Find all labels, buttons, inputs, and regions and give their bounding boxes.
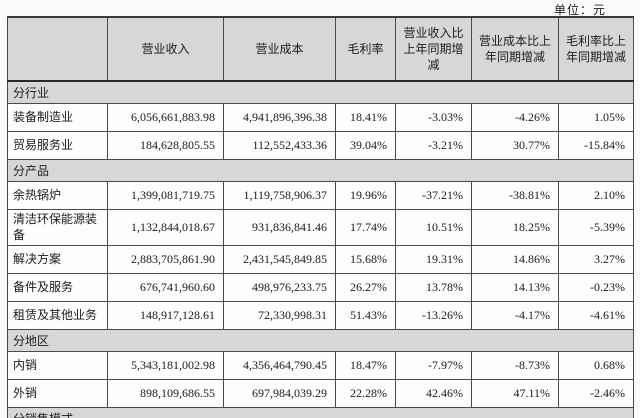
table-row: 装备制造业 6,056,661,883.98 4,941,896,396.38 18.… [7, 103, 634, 132]
table-row: 内销 5,343,181,002.98 4,356,464,790.45 18.47%… [7, 351, 634, 381]
value-cell: 51.43% [335, 301, 396, 331]
column-header: 毛利率比上年同期增减 [558, 16, 634, 82]
value-cell: 676,741,960.60 [107, 273, 224, 303]
table-row: 租赁及其他业务 148,917,128.61 72,330,998.31 51.43%… [7, 301, 634, 331]
row-label-cell: 外销 [7, 379, 108, 409]
value-cell: -0.23% [558, 273, 634, 303]
value-cell: 19.31% [395, 245, 472, 275]
value-cell: -2.46% [558, 379, 634, 409]
unit-label: 单位：元 [553, 3, 606, 17]
value-cell: -4.61% [558, 301, 634, 331]
value-cell: 15.68% [335, 245, 396, 275]
row-label-cell: 内销 [7, 351, 108, 381]
value-cell: 1,132,844,018.67 [107, 208, 224, 247]
value-cell: 697,984,039.29 [223, 379, 336, 409]
value-cell: 2.10% [558, 181, 634, 210]
value-cell: 18.47% [335, 351, 396, 381]
row-label-cell: 装备制造业 [7, 103, 108, 132]
value-cell: -38.81% [471, 181, 559, 210]
table-row: 余热锅炉 1,399,081,719.75 1,119,758,906.37 19.9… [7, 181, 634, 210]
value-cell: 1,119,758,906.37 [223, 181, 336, 210]
value-cell: 47.11% [471, 379, 559, 409]
value-cell: -5.39% [558, 208, 634, 247]
financial-report-table: 营业收入 营业成本 毛利率 营业收入比上年同期增减 营业成本比上年同期增减 毛利率比上年同… [7, 16, 634, 418]
table-row: 备件及服务 676,741,960.60 498,976,233.75 26.27% 1… [7, 273, 634, 303]
value-cell: -4.17% [471, 301, 559, 331]
value-cell: -7.97% [395, 351, 472, 381]
value-cell: -4.26% [471, 103, 559, 132]
table-row: 贸易服务业 184,628,805.55 112,552,433.36 39.04% -… [7, 131, 634, 160]
value-cell: 42.46% [395, 379, 472, 409]
row-label-column-header [7, 16, 108, 82]
row-label-cell: 解决方案 [7, 245, 108, 275]
value-cell: 2,431,545,849.85 [223, 245, 336, 275]
value-cell: 26.27% [335, 273, 396, 303]
value-cell: 1.05% [558, 103, 634, 132]
value-cell: 112,552,433.36 [223, 131, 336, 160]
section-header-label: 分行业 [7, 80, 634, 104]
section-header-row: 分销售模式 [7, 407, 634, 418]
value-cell: 72,330,998.31 [223, 301, 336, 331]
column-header: 营业成本 [223, 16, 336, 82]
value-cell: 19.96% [335, 181, 396, 210]
value-cell: -13.26% [395, 301, 472, 331]
value-cell: 17.74% [335, 208, 396, 247]
header-row: 营业收入 营业成本 毛利率 营业收入比上年同期增减 营业成本比上年同期增减 毛利率比上年同… [7, 16, 634, 82]
column-header: 营业收入比上年同期增减 [395, 16, 472, 82]
value-cell: -37.21% [395, 181, 472, 210]
value-cell: 10.51% [395, 208, 472, 247]
row-label-cell: 租赁及其他业务 [7, 301, 108, 331]
value-cell: 30.77% [471, 131, 559, 160]
value-cell: 3.27% [558, 245, 634, 275]
value-cell: 39.04% [335, 131, 396, 160]
section-header-row: 分产品 [7, 159, 634, 182]
value-cell: -3.21% [395, 131, 472, 160]
section-header-label: 分销售模式 [7, 407, 634, 418]
section-header-label: 分产品 [7, 159, 634, 182]
value-cell: 931,836,841.46 [223, 208, 336, 247]
value-cell: 13.78% [395, 273, 472, 303]
value-cell: 2,883,705,861.90 [107, 245, 224, 275]
value-cell: 498,976,233.75 [223, 273, 336, 303]
column-header: 毛利率 [335, 16, 396, 82]
value-cell: 5,343,181,002.98 [107, 351, 224, 381]
value-cell: 4,941,896,396.38 [223, 103, 336, 132]
value-cell: 18.41% [335, 103, 396, 132]
value-cell: 1,399,081,719.75 [107, 181, 224, 210]
value-cell: 18.25% [471, 208, 559, 247]
section-header-row: 分行业 [7, 80, 634, 104]
value-cell: 184,628,805.55 [107, 131, 224, 160]
value-cell: 22.28% [335, 379, 396, 409]
row-label-cell: 清洁环保能源装备 [7, 208, 108, 247]
table-header: 营业收入 营业成本 毛利率 营业收入比上年同期增减 营业成本比上年同期增减 毛利率比上年同… [7, 16, 634, 82]
table-row: 解决方案 2,883,705,861.90 2,431,545,849.85 15.6… [7, 245, 634, 275]
column-header: 营业收入 [107, 16, 224, 82]
value-cell: 4,356,464,790.45 [223, 351, 336, 381]
table-row: 清洁环保能源装备 1,132,844,018.67 931,836,841.46 17… [7, 208, 634, 247]
row-label-cell: 余热锅炉 [7, 181, 108, 210]
row-label-cell: 贸易服务业 [7, 131, 108, 160]
table-row: 外销 898,109,686.55 697,984,039.29 22.28% 42.4… [7, 379, 634, 409]
row-label-cell: 备件及服务 [7, 273, 108, 303]
section-header-label: 分地区 [7, 329, 634, 353]
value-cell: 6,056,661,883.98 [107, 103, 224, 132]
table-body: 分行业 装备制造业 6,056,661,883.98 4,941,896,396.38… [7, 80, 634, 418]
value-cell: 148,917,128.61 [107, 301, 224, 331]
section-header-row: 分地区 [7, 329, 634, 353]
value-cell: -3.03% [395, 103, 472, 132]
value-cell: 898,109,686.55 [107, 379, 224, 409]
value-cell: 0.68% [558, 351, 634, 381]
value-cell: -8.73% [471, 351, 559, 381]
value-cell: 14.86% [471, 245, 559, 275]
value-cell: 14.13% [471, 273, 559, 303]
column-header: 营业成本比上年同期增减 [471, 16, 559, 82]
value-cell: -15.84% [558, 131, 634, 160]
